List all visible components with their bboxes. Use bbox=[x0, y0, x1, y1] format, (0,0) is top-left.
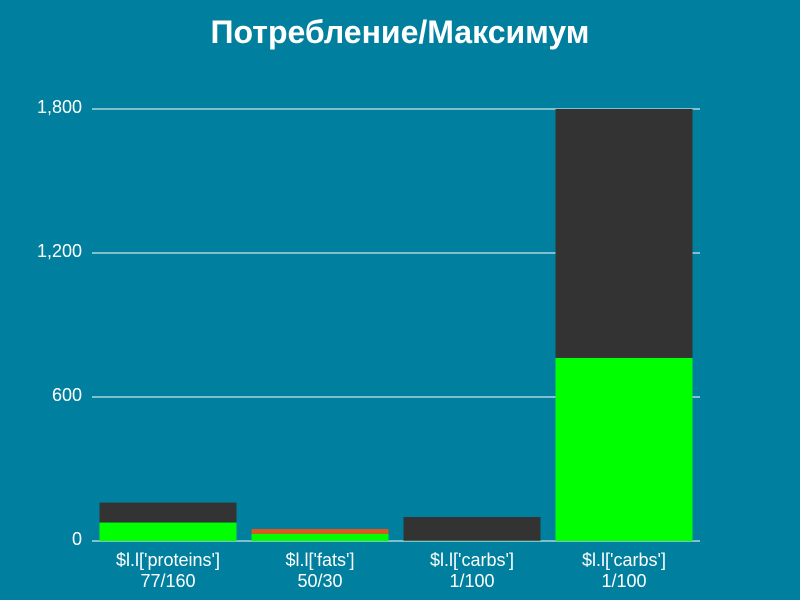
bar-segment bbox=[555, 357, 693, 541]
x-tick-label: $l.l['carbs'] bbox=[582, 550, 666, 570]
x-tick-label: 50/30 bbox=[297, 571, 342, 591]
x-tick-label: 77/160 bbox=[140, 571, 195, 591]
x-tick-label: 1/100 bbox=[449, 571, 494, 591]
bar-segment bbox=[99, 502, 237, 523]
bar-segment bbox=[99, 522, 237, 541]
x-tick-label: $l.l['fats'] bbox=[286, 550, 355, 570]
y-tick-label: 1,800 bbox=[37, 97, 82, 117]
y-tick-label: 600 bbox=[52, 385, 82, 405]
y-tick-label: 0 bbox=[72, 529, 82, 549]
bar-segment bbox=[555, 109, 693, 358]
x-tick-label: $l.l['proteins'] bbox=[116, 550, 220, 570]
x-tick-label: $l.l['carbs'] bbox=[430, 550, 514, 570]
bar-segment bbox=[251, 529, 389, 534]
y-tick-label: 1,200 bbox=[37, 241, 82, 261]
chart-title: Потребление/Максимум bbox=[210, 14, 590, 50]
bar-segment bbox=[251, 533, 389, 541]
bar-segment bbox=[403, 517, 541, 541]
x-tick-label: 1/100 bbox=[601, 571, 646, 591]
